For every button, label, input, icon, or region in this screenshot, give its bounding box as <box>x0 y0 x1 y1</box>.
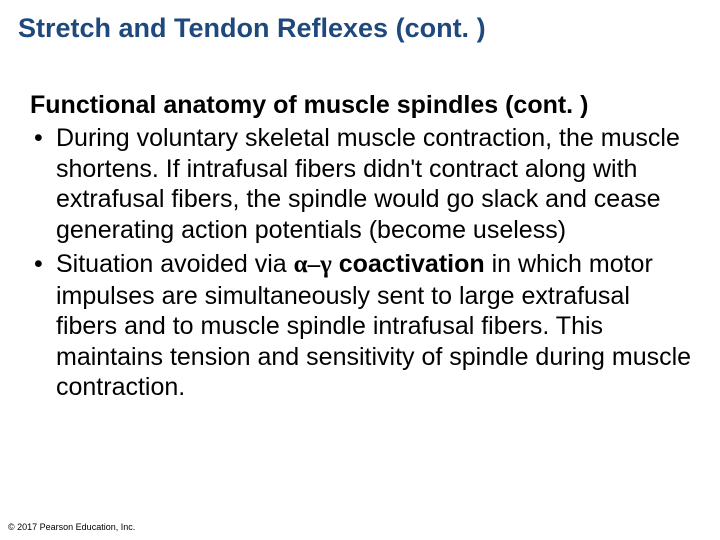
subheading: Functional anatomy of muscle spindles (c… <box>30 90 696 121</box>
list-item: Situation avoided via α–γ coactivation i… <box>30 249 696 403</box>
bullet-list: During voluntary skeletal muscle contrac… <box>30 123 696 403</box>
copyright-text: © 2017 Pearson Education, Inc. <box>8 522 135 532</box>
slide-title: Stretch and Tendon Reflexes (cont. ) <box>0 0 720 44</box>
bullet-text: During voluntary skeletal muscle contrac… <box>56 124 680 244</box>
list-item: During voluntary skeletal muscle contrac… <box>30 123 696 245</box>
bullet-text-pre: Situation avoided via <box>56 250 294 278</box>
slide: Stretch and Tendon Reflexes (cont. ) Fun… <box>0 0 720 540</box>
slide-body: Functional anatomy of muscle spindles (c… <box>30 90 696 407</box>
bullet-text-bold-symbol: α–γ <box>294 251 332 278</box>
bullet-text-bold: coactivation <box>332 250 485 278</box>
